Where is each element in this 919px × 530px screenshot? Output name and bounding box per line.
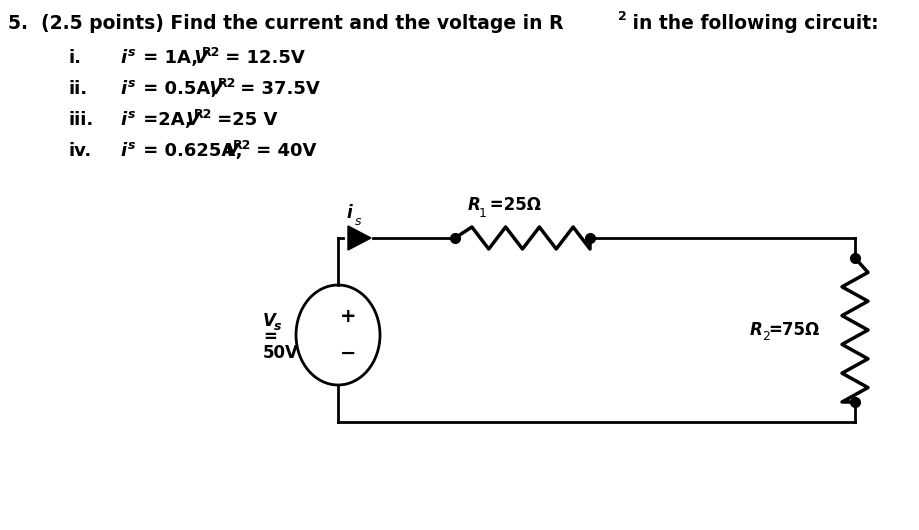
Text: s: s — [128, 77, 135, 90]
Text: s: s — [128, 108, 135, 121]
Text: =: = — [263, 328, 277, 346]
Text: V: V — [187, 49, 208, 67]
Text: = 0.625A,: = 0.625A, — [137, 142, 243, 160]
Text: =25 V: =25 V — [211, 111, 278, 129]
Text: 2: 2 — [618, 10, 627, 23]
Text: iv.: iv. — [68, 142, 91, 160]
Text: i: i — [120, 80, 126, 98]
Text: V: V — [203, 80, 223, 98]
Text: i: i — [346, 204, 352, 222]
Text: V: V — [263, 312, 276, 330]
Text: in the following circuit:: in the following circuit: — [626, 14, 879, 33]
Text: R2: R2 — [233, 139, 252, 152]
Text: R2: R2 — [194, 108, 212, 121]
Text: = 0.5A,: = 0.5A, — [137, 80, 218, 98]
Text: = 37.5V: = 37.5V — [234, 80, 320, 98]
Text: +: + — [340, 307, 357, 326]
Text: ii.: ii. — [68, 80, 87, 98]
Text: =2A,: =2A, — [137, 111, 192, 129]
Text: = 40V: = 40V — [250, 142, 316, 160]
Text: iii.: iii. — [68, 111, 93, 129]
Text: i: i — [120, 49, 126, 67]
Text: = 1A,: = 1A, — [137, 49, 199, 67]
Text: R2: R2 — [202, 46, 221, 59]
Text: = 12.5V: = 12.5V — [219, 49, 304, 67]
Text: V: V — [219, 142, 239, 160]
Polygon shape — [348, 226, 371, 250]
Text: =75Ω: =75Ω — [768, 321, 819, 339]
Text: =25Ω: =25Ω — [484, 196, 541, 214]
Text: 50V: 50V — [263, 344, 299, 362]
Text: R2: R2 — [218, 77, 236, 90]
Text: i: i — [120, 142, 126, 160]
Text: 2: 2 — [762, 330, 770, 342]
Text: −: − — [340, 343, 357, 363]
Text: R: R — [750, 321, 763, 339]
Text: i: i — [120, 111, 126, 129]
Text: R: R — [468, 196, 481, 214]
Text: 1: 1 — [479, 207, 486, 220]
Text: s: s — [128, 46, 135, 59]
Text: i.: i. — [68, 49, 81, 67]
Text: s: s — [128, 139, 135, 152]
Text: 5.  (2.5 points) Find the current and the voltage in R: 5. (2.5 points) Find the current and the… — [8, 14, 563, 33]
Text: V: V — [180, 111, 200, 129]
Text: s: s — [274, 321, 281, 333]
Text: s: s — [355, 215, 361, 228]
